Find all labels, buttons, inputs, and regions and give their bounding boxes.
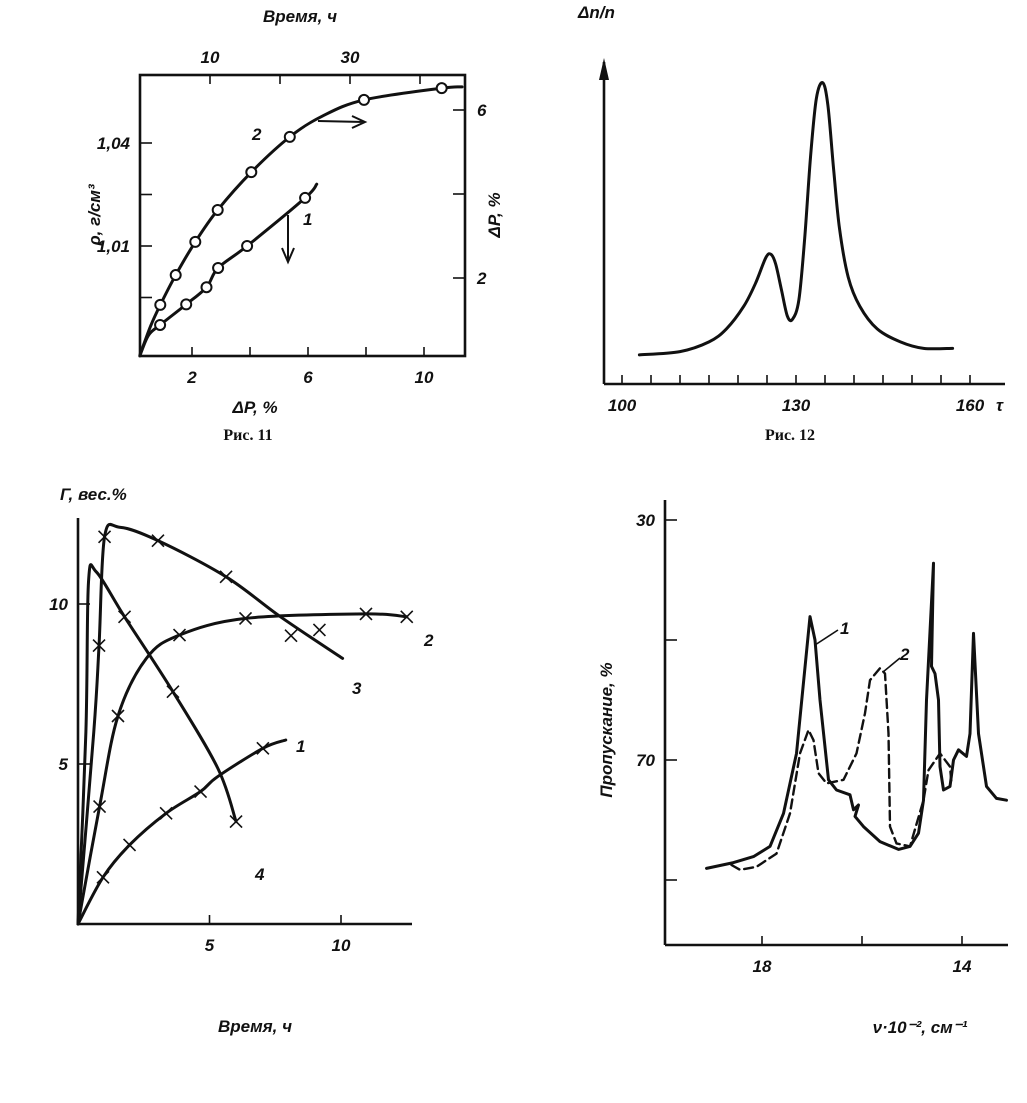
- bottom-tick-label: 160: [956, 396, 985, 415]
- sorption-curve-label-4: 4: [254, 865, 265, 884]
- series-2-point: [111, 709, 125, 723]
- series-3-point: [219, 570, 233, 584]
- series-3-point: [97, 530, 112, 544]
- fig11-top-axis-label: Время, ч: [263, 7, 337, 26]
- spectrum-x-axis-label: ν·10⁻², см⁻¹: [873, 1018, 968, 1037]
- series-1-line: [705, 561, 1008, 870]
- spectrum-y-axis-label: Пропускание, %: [597, 662, 616, 797]
- series-2-point: [283, 130, 296, 143]
- series-2-point: [211, 203, 224, 216]
- series-1-point: [159, 806, 173, 820]
- bottom-tick-label: 10: [332, 936, 351, 955]
- spectrum-axes: [663, 500, 1008, 947]
- series-1-point: [96, 870, 110, 884]
- series-4-line: [76, 563, 238, 926]
- series-2-point: [238, 611, 253, 625]
- bottom-tick-label: 10: [415, 368, 434, 387]
- series-3-point: [284, 629, 298, 643]
- series-2-point: [154, 298, 167, 311]
- spectrum-curve-label-2: 2: [899, 645, 910, 664]
- series-4-point: [117, 610, 132, 624]
- series-2-point: [400, 610, 414, 624]
- sorption-y-axis-label: Γ, вес.%: [60, 485, 127, 504]
- series-2-line: [730, 667, 953, 871]
- spectrum-chart: 18 14 30 70 Пропускание, % ν·10⁻², см⁻¹ 1 2: [597, 500, 1008, 1037]
- left-tick-label: 10: [49, 595, 68, 614]
- series-4-point: [229, 815, 243, 829]
- sorption-axes: [76, 518, 412, 926]
- series-2-point: [245, 166, 258, 179]
- series-1-point: [200, 281, 213, 294]
- series-4-point: [166, 685, 180, 699]
- fig11-curve-label-2: 2: [251, 125, 262, 144]
- fig12-chart: 100 130 160 Δn/n τ: [577, 3, 1005, 415]
- fig11-bottom-axis-label: ΔP, %: [231, 398, 277, 417]
- series-2-point: [189, 235, 202, 248]
- sorption-curve-label-3: 3: [352, 679, 362, 698]
- bottom-tick-label: 14: [953, 957, 972, 976]
- series-1-point: [241, 240, 254, 252]
- bottom-tick-label: 100: [608, 396, 637, 415]
- left-tick-label: 70: [636, 751, 655, 770]
- fig12-caption: Рис. 12: [765, 427, 815, 444]
- left-tick-label: 30: [636, 511, 655, 530]
- bottom-tick-label: 130: [782, 396, 811, 415]
- fig12-axes: [602, 62, 1005, 386]
- series-3-point: [151, 534, 165, 548]
- right-tick-label: 2: [476, 269, 487, 288]
- series-3-line: [76, 522, 345, 926]
- fig11-frame: [138, 73, 467, 358]
- left-tick-label: 5: [59, 755, 69, 774]
- top-tick-label: 30: [341, 48, 360, 67]
- series-3-point: [312, 623, 326, 637]
- fig11-curve-label-1: 1: [303, 210, 312, 229]
- series-1-point: [180, 298, 193, 311]
- arrow-up-icon: [599, 58, 609, 80]
- series-2-point: [435, 82, 448, 95]
- series-1-point: [299, 191, 312, 204]
- arrow-down-icon: [281, 215, 295, 265]
- series-1-point: [122, 838, 137, 852]
- bottom-tick-label: 2: [186, 368, 197, 387]
- series-3-point: [92, 639, 106, 653]
- series-Δn/n-line: [637, 81, 955, 357]
- series-2-line: [76, 612, 409, 926]
- left-tick-label: 1,04: [97, 134, 131, 153]
- bottom-tick-label: 5: [205, 936, 215, 955]
- series-1-point: [256, 741, 270, 755]
- series-1-line: [76, 738, 288, 926]
- series-2-point: [169, 269, 182, 282]
- series-2-point: [359, 607, 373, 621]
- sorption-curve-label-1: 1: [296, 737, 305, 756]
- series-1-point: [193, 784, 208, 799]
- spectrum-leader-1: [814, 629, 839, 646]
- series-1-point: [212, 261, 225, 274]
- fig11-right-axis-label: ΔP, %: [485, 192, 504, 238]
- series-2-point: [93, 799, 107, 814]
- bottom-tick-label: 18: [753, 957, 772, 976]
- right-tick-label: 6: [477, 101, 487, 120]
- top-tick-label: 10: [201, 48, 220, 67]
- series-2-line: [138, 85, 464, 357]
- series-1-point: [154, 318, 167, 331]
- series-1-line: [138, 182, 319, 358]
- spectrum-leader-2: [882, 657, 901, 673]
- sorption-x-axis-label: Время, ч: [218, 1017, 292, 1036]
- spectrum-curve-label-1: 1: [840, 619, 849, 638]
- arrow-right-icon: [317, 115, 368, 129]
- fig11-chart: 2 6 10 10 30 1,04 1,01 6 2 Время, ч ΔP, % ρ, г/с…: [85, 7, 504, 417]
- fig11-left-axis-label: ρ, г/см³: [85, 183, 104, 247]
- series-2-point: [172, 628, 187, 642]
- fig12-x-axis-label: τ: [996, 396, 1004, 415]
- left-tick-label: 1,01: [97, 237, 130, 256]
- bottom-tick-label: 6: [303, 368, 313, 387]
- series-2-point: [358, 93, 370, 106]
- sorption-chart: 5 10 10 5 Γ, вес.% Время, ч 1 2 3 4: [49, 485, 434, 1036]
- sorption-curve-label-2: 2: [423, 631, 434, 650]
- fig11-caption: Рис. 11: [223, 427, 272, 444]
- fig12-y-axis-label: Δn/n: [577, 3, 615, 22]
